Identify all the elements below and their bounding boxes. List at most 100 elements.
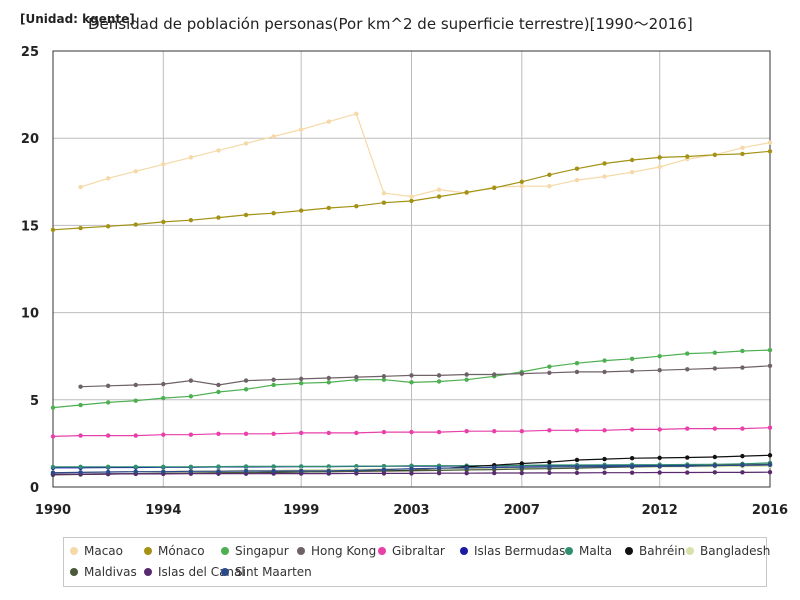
- legend-item: Maldivas: [70, 565, 137, 579]
- data-point: [436, 373, 442, 378]
- data-point: [188, 155, 194, 160]
- data-point: [629, 427, 635, 432]
- data-point: [133, 464, 138, 469]
- data-point: [712, 426, 718, 431]
- data-point: [78, 384, 83, 389]
- data-point: [685, 470, 690, 475]
- data-point: [326, 375, 331, 381]
- legend-item: Macao: [70, 544, 123, 558]
- series-lines: [50, 111, 773, 477]
- data-point: [685, 367, 690, 372]
- data-point: [381, 200, 387, 205]
- data-point: [381, 374, 387, 379]
- data-point: [492, 185, 497, 191]
- data-point: [685, 426, 690, 431]
- chart-title: Densidad de población personas(Por km^2 …: [88, 15, 693, 33]
- data-point: [657, 464, 662, 469]
- data-point: [105, 464, 111, 469]
- data-point: [50, 464, 56, 470]
- data-point: [519, 428, 525, 434]
- legend-marker-icon: [378, 547, 386, 555]
- data-point: [685, 455, 690, 460]
- y-tick-label: 20: [21, 132, 39, 147]
- data-point: [354, 204, 359, 209]
- data-point: [243, 431, 249, 437]
- data-point: [436, 194, 442, 199]
- data-point: [740, 365, 745, 370]
- data-point: [436, 471, 442, 476]
- data-point: [712, 454, 718, 460]
- data-point: [740, 145, 745, 150]
- data-point: [105, 433, 111, 438]
- legend-item: Sint Maarten: [221, 565, 312, 579]
- data-point: [409, 471, 414, 476]
- data-point: [298, 376, 304, 382]
- data-point: [657, 354, 662, 359]
- data-point: [740, 348, 745, 354]
- data-point: [326, 464, 331, 469]
- data-point: [574, 166, 580, 171]
- data-point: [547, 370, 552, 375]
- data-point: [519, 464, 525, 470]
- data-point: [243, 141, 249, 146]
- data-point: [50, 434, 56, 439]
- data-point: [161, 432, 166, 437]
- y-tick-label: 5: [30, 394, 39, 409]
- data-point: [767, 347, 773, 353]
- data-point: [326, 380, 331, 385]
- data-point: [492, 465, 497, 470]
- data-point: [740, 463, 745, 468]
- data-point: [574, 470, 580, 476]
- legend-marker-icon: [144, 568, 152, 576]
- data-point: [602, 174, 607, 179]
- data-point: [78, 402, 83, 408]
- x-tick-label: 2003: [393, 503, 429, 518]
- data-point: [685, 463, 690, 469]
- data-point: [161, 381, 166, 387]
- data-point: [216, 148, 221, 153]
- plot-frame: [52, 50, 771, 488]
- data-point: [712, 152, 718, 157]
- series-line: [80, 113, 771, 198]
- data-point: [409, 198, 414, 204]
- data-point: [602, 369, 607, 375]
- data-point: [740, 470, 745, 475]
- data-point: [78, 470, 83, 475]
- data-point: [464, 471, 469, 476]
- legend-label: Islas Bermudas: [474, 544, 566, 558]
- data-point: [767, 469, 773, 475]
- legend-label: Malta: [579, 544, 613, 558]
- y-tick-label: 0: [30, 481, 39, 496]
- x-tick-label: 2016: [752, 503, 788, 518]
- data-point: [354, 111, 359, 116]
- legend-marker-icon: [70, 568, 78, 576]
- data-point: [409, 429, 414, 435]
- data-point: [326, 468, 331, 473]
- data-point: [271, 431, 276, 437]
- data-point: [740, 426, 745, 431]
- data-point: [602, 456, 607, 462]
- series-sint-maarten: [50, 462, 773, 475]
- data-point: [381, 467, 387, 472]
- data-point: [243, 464, 249, 469]
- legend-item: Bangladesh: [686, 544, 770, 558]
- data-point: [464, 428, 469, 434]
- data-point: [105, 224, 111, 229]
- series-hong-kong: [78, 363, 773, 389]
- data-point: [767, 140, 773, 145]
- data-point: [216, 389, 221, 395]
- data-point: [271, 468, 276, 474]
- data-point: [602, 464, 607, 469]
- data-point: [326, 119, 331, 124]
- legend-marker-icon: [565, 547, 573, 555]
- legend-item: Singapur: [221, 544, 289, 558]
- data-point: [326, 430, 331, 436]
- data-point: [547, 460, 552, 465]
- data-point: [629, 170, 635, 175]
- data-point: [657, 427, 662, 432]
- data-point: [602, 358, 607, 363]
- data-point: [271, 134, 276, 139]
- legend-label: Bangladesh: [700, 544, 771, 558]
- data-point: [436, 379, 442, 384]
